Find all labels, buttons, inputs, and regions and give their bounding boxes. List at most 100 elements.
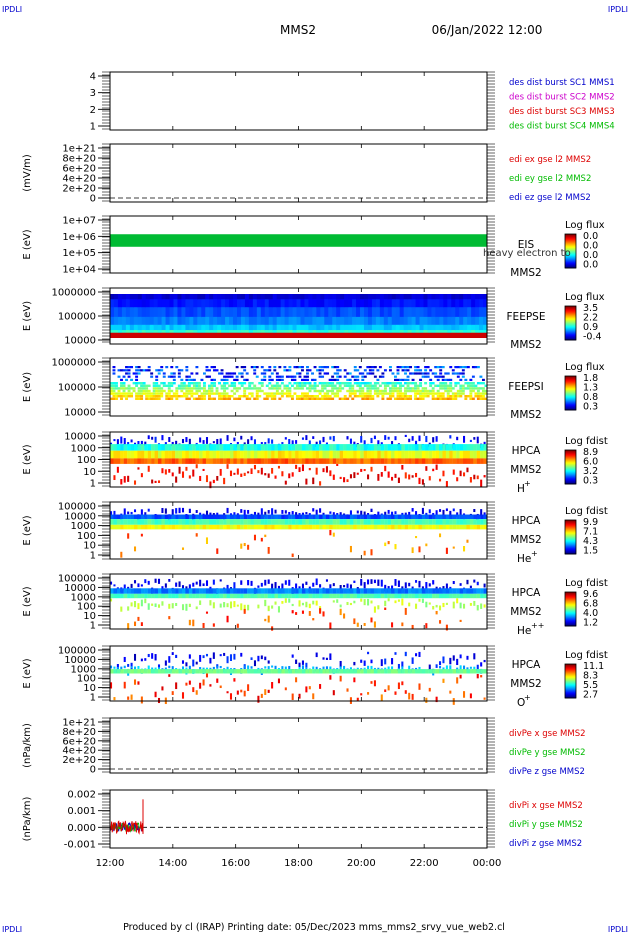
colorbar-cell: [565, 521, 576, 523]
spectrogram-cell: [169, 324, 175, 331]
spectrogram-cell: [187, 382, 191, 385]
spectrogram-cell: [153, 307, 159, 318]
spectrogram-cell: [325, 444, 330, 451]
spectrogram-cell: [164, 583, 167, 588]
spectrogram-cell: [280, 316, 286, 326]
spectrogram-cell: [192, 469, 195, 477]
spectrogram-cell: [285, 375, 289, 378]
spectrogram-cell: [480, 519, 484, 525]
spectrogram-cell: [394, 387, 397, 390]
spectrogram-cell: [483, 316, 488, 326]
spectrogram-cell: [344, 316, 349, 326]
spectrogram-cell: [209, 444, 213, 451]
spectrogram-cell: [170, 384, 174, 387]
spectrogram-cell: [171, 669, 176, 674]
spectrogram-cell: [250, 588, 255, 594]
spectrogram-cell: [379, 294, 385, 300]
spectrogram-cell: [150, 375, 154, 378]
spectrogram-cell: [229, 693, 233, 700]
spectrogram-cell: [202, 389, 206, 393]
spectrogram-cell: [411, 436, 414, 441]
spectrogram-cell: [189, 330, 194, 334]
y-tick-label: 100000: [58, 312, 96, 323]
spectrogram-cell: [456, 524, 460, 530]
spectrogram-cell: [257, 655, 260, 662]
spectrogram-cell: [177, 384, 181, 387]
spectrogram-cell: [408, 692, 411, 700]
spectrogram-cell: [346, 382, 350, 385]
colorbar-cell: [565, 254, 576, 257]
spectrogram-cell: [473, 514, 477, 520]
spectrogram-cell: [199, 654, 202, 662]
spectrogram-cell: [132, 389, 136, 393]
spectrogram-cell: [229, 601, 233, 609]
spectrogram-cell: [298, 375, 302, 378]
spectrogram-cell: [185, 294, 190, 300]
colorbar-cell: [565, 330, 576, 333]
spectrogram-cell: [233, 601, 236, 608]
spectrogram-cell: [421, 598, 424, 603]
spectrogram-cell: [243, 392, 247, 395]
spectrogram-cell: [367, 651, 370, 655]
spectrogram-cell: [267, 605, 270, 612]
spectrogram-band: [110, 234, 487, 247]
spectrogram-cell: [415, 669, 419, 674]
spectrogram-cell: [120, 514, 124, 520]
colorbar-cell: [565, 690, 576, 692]
spectrogram-cell: [247, 471, 250, 474]
spectrogram-cell: [480, 509, 483, 517]
spectrogram-cell: [210, 378, 214, 381]
colorbar-frame: [564, 449, 577, 485]
spectrogram-cell: [419, 397, 423, 400]
spectrogram-cell: [397, 588, 402, 594]
colorbar-cell: [565, 543, 576, 546]
spectrogram-cell: [373, 458, 378, 464]
spectrogram-cell: [263, 372, 267, 375]
spectrogram-cell: [253, 372, 257, 375]
spectrogram-cell: [274, 519, 279, 525]
spectrogram-cell: [265, 397, 269, 400]
spectrogram-cell: [137, 369, 141, 372]
spectrogram-cell: [353, 382, 357, 385]
colorbar-cell: [565, 667, 576, 670]
spectrogram-cell: [394, 511, 397, 515]
colorbar-cell: [565, 616, 576, 619]
spectrogram-cell: [404, 607, 407, 615]
spectrogram-cell: [396, 369, 400, 372]
spectrogram-cell: [403, 324, 409, 331]
spectrogram-cell: [137, 387, 141, 390]
spectrogram-cell: [313, 397, 317, 400]
spectrogram-cell: [188, 665, 191, 670]
spectrogram-cell: [461, 375, 465, 378]
spectrogram-cell: [363, 307, 369, 318]
spectrogram-cell: [291, 514, 296, 520]
spectrogram-cell: [200, 378, 204, 381]
spectrogram-cell: [250, 382, 254, 385]
spectrogram-cell: [343, 397, 347, 400]
spectrogram-cell: [399, 307, 405, 318]
spectrogram-cell: [442, 669, 447, 674]
spectrogram-cell: [208, 392, 211, 395]
spectrogram-cell: [243, 593, 248, 599]
spectrogram-cell: [435, 510, 438, 517]
spectrogram-cell: [295, 464, 298, 469]
spectrogram-cell: [236, 468, 239, 475]
spectrogram-cell: [339, 585, 342, 590]
spectrogram-cell: [127, 514, 131, 520]
spectrogram-cell: [185, 593, 189, 599]
spectrogram-cell: [353, 369, 357, 372]
spectrogram-cell: [373, 680, 376, 687]
spectrogram-cell: [449, 435, 452, 439]
spectrogram-cell: [195, 661, 198, 665]
colorbar-cell: [565, 316, 576, 318]
spectrogram-cell: [288, 588, 292, 594]
spectrogram-cell: [301, 660, 304, 665]
colorbar-cell: [565, 380, 576, 383]
spectrogram-cell: [439, 392, 443, 395]
spectrogram-cell: [168, 469, 171, 473]
spectrogram-cell: [112, 372, 116, 375]
spectrogram-cell: [411, 450, 416, 459]
spectrogram-cell: [322, 588, 327, 594]
spectrogram-cell: [427, 330, 433, 334]
